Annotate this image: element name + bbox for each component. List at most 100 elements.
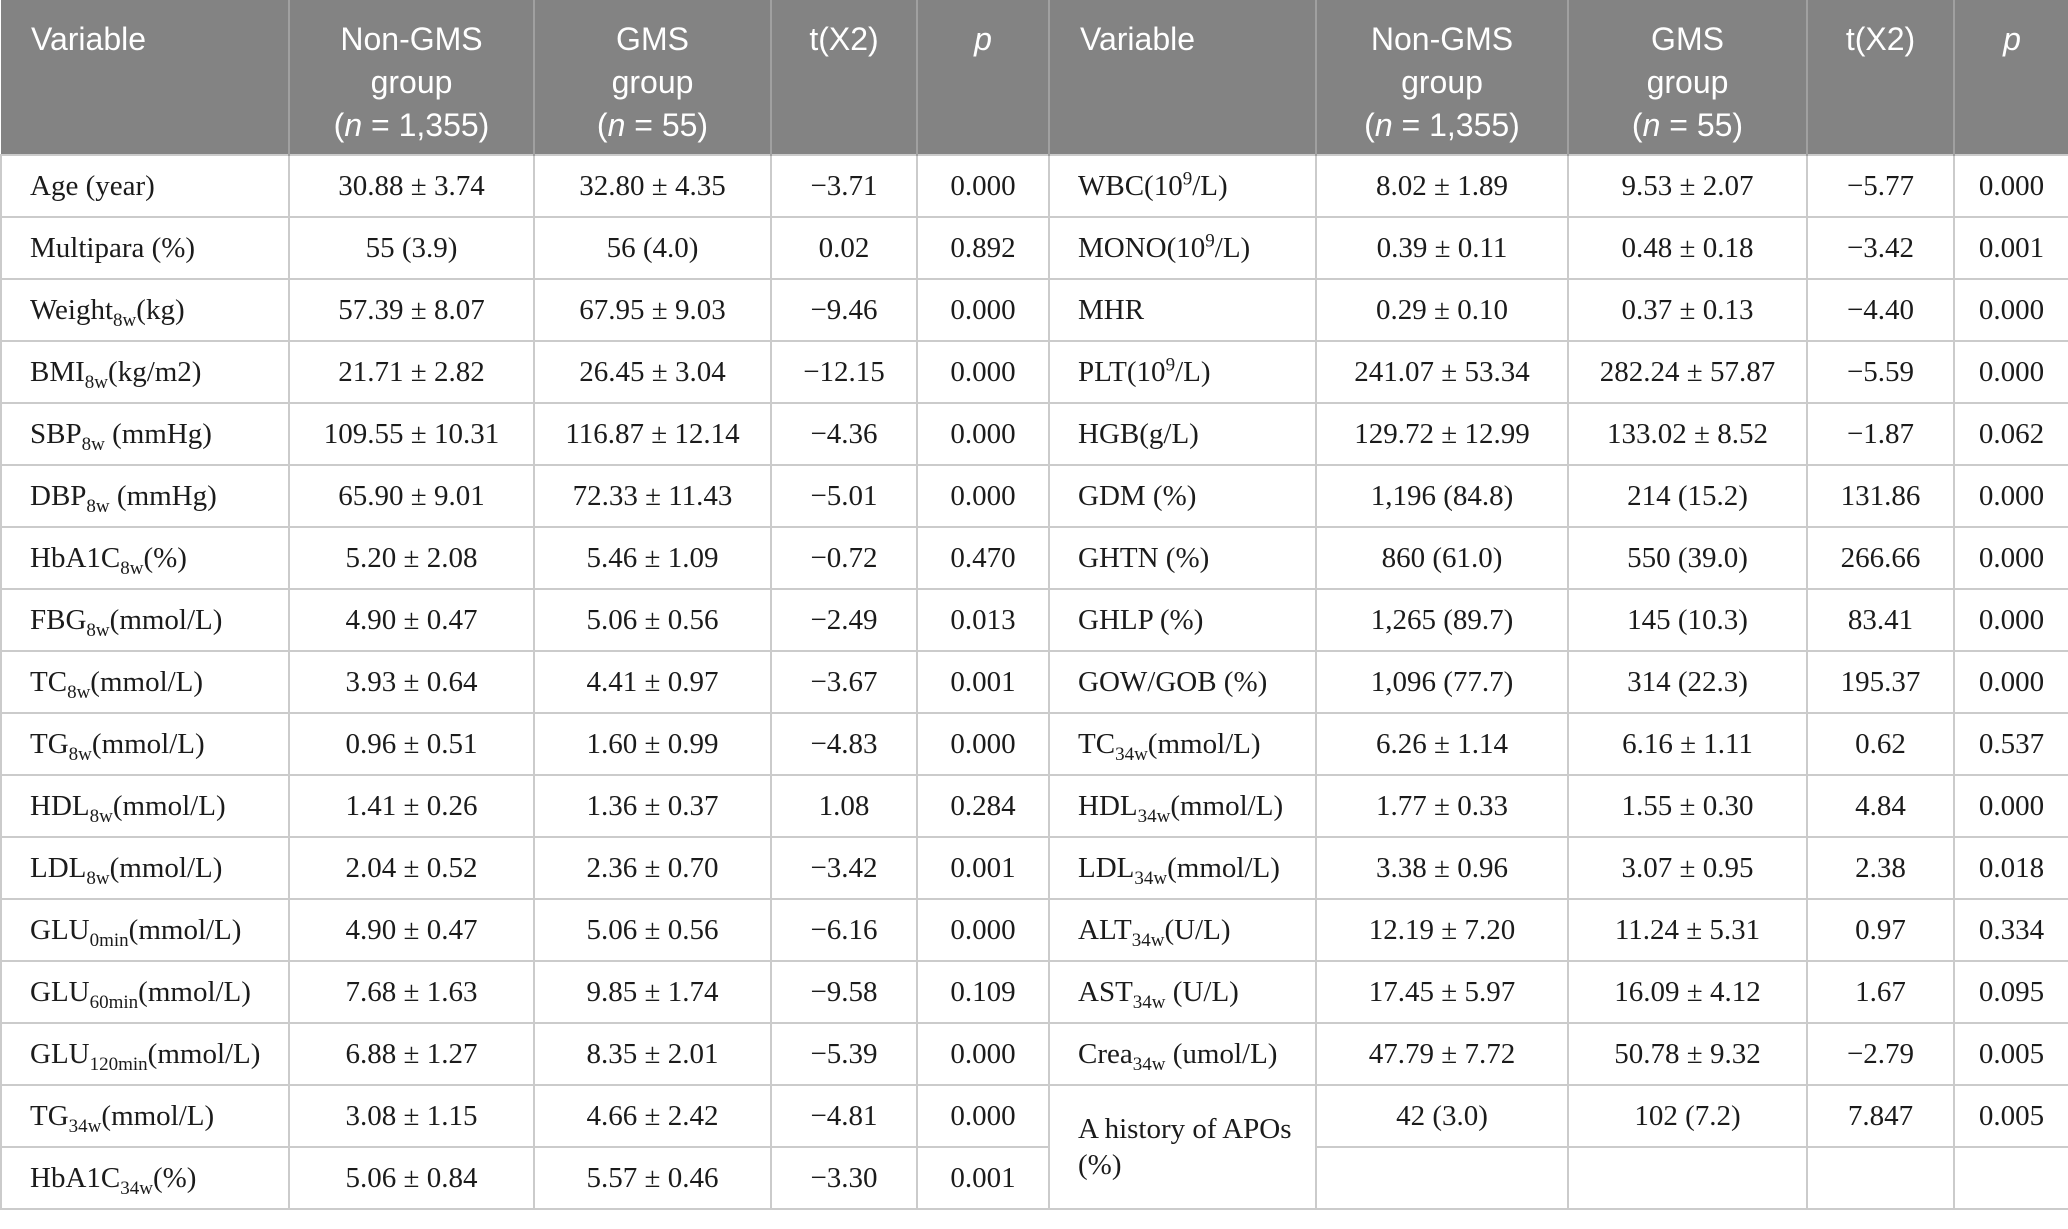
table-row: GLU60min(mmol/L) 7.68 ± 1.63 9.85 ± 1.74 −9…: [0, 960, 2068, 1024]
value-cell: 3.07 ± 0.95: [1567, 836, 1808, 900]
value-cell: −2.79: [1806, 1022, 1955, 1086]
value-cell: 16.09 ± 4.12: [1567, 960, 1808, 1024]
variable-cell: FBG8w(mmol/L): [0, 588, 290, 652]
value-cell: 6.16 ± 1.11: [1567, 712, 1808, 776]
value-cell: 550 (39.0): [1567, 526, 1808, 590]
value-cell: 266.66: [1806, 526, 1955, 590]
variable-cell: HGB(g/L): [1048, 402, 1317, 466]
variable-cell: Weight8w(kg): [0, 278, 290, 342]
value-cell: 0.013: [916, 588, 1050, 652]
variable-cell: PLT(109/L): [1048, 340, 1317, 404]
value-cell: [1806, 1146, 1955, 1210]
value-cell: 0.537: [1953, 712, 2068, 776]
value-cell: 109.55 ± 10.31: [288, 402, 535, 466]
variable-cell: WBC(109/L): [1048, 154, 1317, 218]
variable-cell: HDL34w(mmol/L): [1048, 774, 1317, 838]
value-cell: 4.90 ± 0.47: [288, 588, 535, 652]
value-cell: 0.000: [916, 712, 1050, 776]
column-header-line: group: [1401, 64, 1483, 100]
value-cell: 0.000: [916, 1084, 1050, 1148]
value-cell: 241.07 ± 53.34: [1315, 340, 1569, 404]
column-header-line: group: [611, 64, 694, 100]
value-cell: 30.88 ± 3.74: [288, 154, 535, 218]
value-cell: 9.53 ± 2.07: [1567, 154, 1808, 218]
table-row: Age (year) 30.88 ± 3.74 32.80 ± 4.35 −3.71 0…: [0, 154, 2068, 218]
value-cell: −9.58: [770, 960, 918, 1024]
value-cell: 47.79 ± 7.72: [1315, 1022, 1569, 1086]
table-row: BMI8w(kg/m2) 21.71 ± 2.82 26.45 ± 3.04 −12.…: [0, 340, 2068, 404]
column-header: Non-GMS group (n = 1,355): [1315, 0, 1568, 155]
column-header-line: (n = 55): [1631, 107, 1744, 143]
value-cell: 11.24 ± 5.31: [1567, 898, 1808, 962]
variable-cell: GLU0min(mmol/L): [0, 898, 290, 962]
value-cell: 1.41 ± 0.26: [288, 774, 535, 838]
value-cell: 0.000: [1953, 340, 2068, 404]
value-cell: 4.41 ± 0.97: [533, 650, 772, 714]
value-cell: 0.284: [916, 774, 1050, 838]
value-cell: 8.02 ± 1.89: [1315, 154, 1569, 218]
value-cell: −0.72: [770, 526, 918, 590]
value-cell: −6.16: [770, 898, 918, 962]
value-cell: 5.57 ± 0.46: [533, 1146, 772, 1210]
variable-cell: Multipara (%): [0, 216, 290, 280]
column-header: p: [916, 0, 1049, 155]
value-cell: 3.38 ± 0.96: [1315, 836, 1569, 900]
value-cell: 42 (3.0): [1315, 1084, 1569, 1148]
value-cell: 5.06 ± 0.56: [533, 898, 772, 962]
value-cell: 83.41: [1806, 588, 1955, 652]
variable-cell: TC34w(mmol/L): [1048, 712, 1317, 776]
value-cell: 5.06 ± 0.56: [533, 588, 772, 652]
value-cell: 0.005: [1953, 1022, 2068, 1086]
variable-cell: HbA1C34w(%): [0, 1146, 290, 1210]
value-cell: 0.29 ± 0.10: [1315, 278, 1569, 342]
column-header-line: Non-GMS: [340, 21, 483, 57]
variable-cell: DBP8w (mmHg): [0, 464, 290, 528]
table-row: GLU120min(mmol/L) 6.88 ± 1.27 8.35 ± 2.01−…: [0, 1022, 2068, 1086]
value-cell: 67.95 ± 9.03: [533, 278, 772, 342]
value-cell: −5.01: [770, 464, 918, 528]
value-cell: 6.26 ± 1.14: [1315, 712, 1569, 776]
value-cell: 116.87 ± 12.14: [533, 402, 772, 466]
variable-cell: GOW/GOB (%): [1048, 650, 1317, 714]
column-header: Variable: [1048, 0, 1316, 155]
value-cell: −4.81: [770, 1084, 918, 1148]
column-header-line: Variable: [31, 21, 147, 57]
value-cell: 4.66 ± 2.42: [533, 1084, 772, 1148]
table-row: SBP8w (mmHg) 109.55 ± 10.31 116.87 ± 12.14…: [0, 402, 2068, 466]
value-cell: 1.36 ± 0.37: [533, 774, 772, 838]
value-cell: 2.38: [1806, 836, 1955, 900]
value-cell: 0.37 ± 0.13: [1567, 278, 1808, 342]
value-cell: 4.90 ± 0.47: [288, 898, 535, 962]
value-cell: 57.39 ± 8.07: [288, 278, 535, 342]
value-cell: 133.02 ± 8.52: [1567, 402, 1808, 466]
value-cell: −3.71: [770, 154, 918, 218]
value-cell: −4.40: [1806, 278, 1955, 342]
column-header: GMS group (n = 55): [533, 0, 771, 155]
value-cell: [1567, 1146, 1808, 1210]
variable-cell: A history of APOs (%): [1048, 1084, 1317, 1210]
value-cell: 0.001: [916, 836, 1050, 900]
value-cell: 72.33 ± 11.43: [533, 464, 772, 528]
table-body: Age (year) 30.88 ± 3.74 32.80 ± 4.35 −3.71 0…: [0, 154, 2068, 1210]
variable-cell: TC8w(mmol/L): [0, 650, 290, 714]
value-cell: 1.67: [1806, 960, 1955, 1024]
value-cell: 1.60 ± 0.99: [533, 712, 772, 776]
column-header: Non-GMS group (n = 1,355): [288, 0, 534, 155]
value-cell: 0.02: [770, 216, 918, 280]
value-cell: 7.68 ± 1.63: [288, 960, 535, 1024]
variable-cell: LDL8w(mmol/L): [0, 836, 290, 900]
value-cell: 55 (3.9): [288, 216, 535, 280]
variable-cell: GLU120min(mmol/L): [0, 1022, 290, 1086]
value-cell: 17.45 ± 5.97: [1315, 960, 1569, 1024]
table-row: HbA1C34w(%) 5.06 ± 0.84 5.57 ± 0.46 −3.30 0.…: [0, 1146, 2068, 1210]
value-cell: 0.48 ± 0.18: [1567, 216, 1808, 280]
table-row: Weight8w(kg) 57.39 ± 8.07 67.95 ± 9.03 −9.4…: [0, 278, 2068, 342]
column-header-line: (n = 1,355): [333, 107, 490, 143]
column-header-line: (n = 1,355): [1364, 107, 1520, 143]
value-cell: 0.000: [1953, 278, 2068, 342]
value-cell: −3.42: [770, 836, 918, 900]
column-header-line: Non-GMS: [1370, 21, 1514, 57]
value-cell: −3.30: [770, 1146, 918, 1210]
value-cell: 0.095: [1953, 960, 2068, 1024]
value-cell: 0.062: [1953, 402, 2068, 466]
